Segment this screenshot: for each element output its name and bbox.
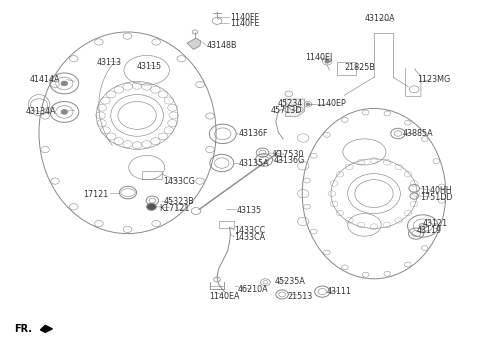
Polygon shape bbox=[286, 99, 305, 117]
Text: 1140HH: 1140HH bbox=[420, 186, 452, 195]
Text: 45713D: 45713D bbox=[271, 106, 302, 115]
Text: 1140EJ: 1140EJ bbox=[305, 52, 332, 61]
Text: 43135: 43135 bbox=[237, 206, 262, 215]
Circle shape bbox=[419, 223, 427, 229]
Circle shape bbox=[61, 81, 68, 86]
Text: 1433CC: 1433CC bbox=[234, 226, 265, 235]
Text: 1140EP: 1140EP bbox=[317, 99, 347, 109]
Text: 43135A: 43135A bbox=[239, 159, 270, 168]
Circle shape bbox=[147, 203, 156, 210]
Polygon shape bbox=[40, 325, 52, 332]
Text: 1140EA: 1140EA bbox=[209, 292, 240, 301]
Text: 43113: 43113 bbox=[96, 58, 121, 67]
Text: 45235A: 45235A bbox=[275, 277, 305, 286]
Circle shape bbox=[324, 60, 329, 63]
Text: 43885A: 43885A bbox=[403, 129, 433, 138]
Text: 45323B: 45323B bbox=[163, 198, 194, 207]
Text: 41414A: 41414A bbox=[29, 75, 60, 84]
Polygon shape bbox=[187, 38, 201, 49]
Text: 1140FE: 1140FE bbox=[230, 19, 260, 28]
Text: 17121: 17121 bbox=[84, 190, 109, 199]
Text: 43136F: 43136F bbox=[239, 129, 268, 138]
Text: K17121: K17121 bbox=[159, 204, 190, 213]
Circle shape bbox=[306, 103, 310, 106]
Text: 46210A: 46210A bbox=[238, 285, 268, 295]
Text: 43136G: 43136G bbox=[274, 156, 305, 165]
Text: 43115: 43115 bbox=[137, 62, 162, 71]
Text: 1433CG: 1433CG bbox=[163, 177, 195, 186]
Text: 43120A: 43120A bbox=[364, 14, 395, 23]
Text: 21513: 21513 bbox=[287, 292, 312, 301]
Text: 43148B: 43148B bbox=[206, 41, 237, 50]
Text: 21825B: 21825B bbox=[344, 63, 375, 72]
Text: 1140FF: 1140FF bbox=[230, 13, 259, 22]
Text: 43134A: 43134A bbox=[26, 107, 57, 116]
Text: K17530: K17530 bbox=[274, 150, 304, 159]
Text: 1123MG: 1123MG bbox=[417, 75, 450, 84]
Text: 1751DD: 1751DD bbox=[420, 193, 453, 202]
Circle shape bbox=[61, 110, 68, 114]
Text: FR.: FR. bbox=[14, 324, 32, 334]
Text: 43121: 43121 bbox=[423, 219, 448, 228]
Text: 45234: 45234 bbox=[277, 99, 302, 109]
Text: 1433CA: 1433CA bbox=[234, 233, 265, 242]
Text: 43119: 43119 bbox=[417, 225, 442, 235]
Text: 43111: 43111 bbox=[326, 287, 351, 296]
